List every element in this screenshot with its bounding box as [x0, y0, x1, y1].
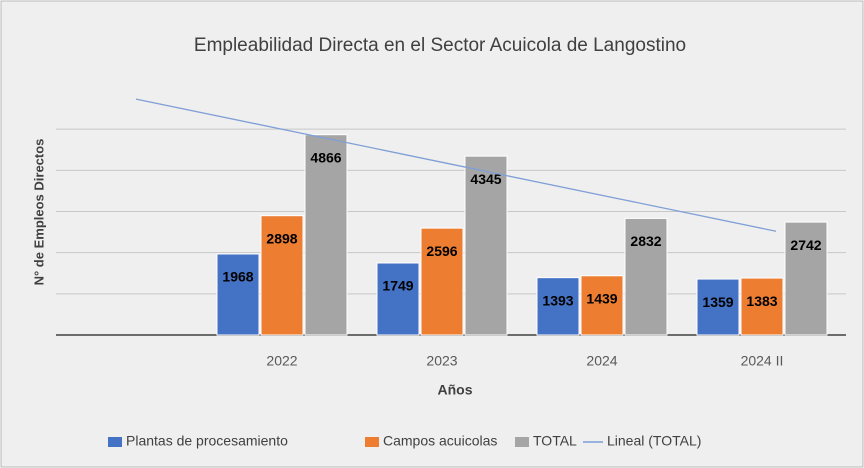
bar	[740, 277, 784, 336]
bar	[376, 262, 420, 336]
data-label: 4345	[470, 171, 501, 187]
legend-swatch	[515, 437, 529, 447]
bar	[304, 134, 348, 336]
bar	[784, 221, 828, 336]
legend-label: Plantas de procesamiento	[126, 433, 288, 449]
bar	[696, 278, 740, 336]
data-label: 1749	[382, 278, 413, 294]
x-tick-label: 2024 II	[741, 353, 784, 369]
x-axis-label: Años	[438, 382, 473, 398]
bar	[464, 155, 508, 336]
legend-label: Lineal (TOTAL)	[607, 433, 701, 449]
bar	[536, 277, 580, 336]
legend-label: Campos acuicolas	[383, 433, 497, 449]
bar	[624, 217, 668, 336]
data-label: 1383	[746, 293, 777, 309]
x-tick-label: 2023	[426, 353, 457, 369]
data-label: 1359	[702, 294, 733, 310]
legend-swatch	[108, 437, 122, 447]
data-label: 2742	[790, 237, 821, 253]
data-label: 2596	[426, 243, 457, 259]
chart-title: Empleabilidad Directa en el Sector Acuic…	[194, 35, 686, 56]
y-axis-label: N° de Empleos Directos	[31, 139, 46, 286]
data-label: 1968	[222, 269, 253, 285]
bar	[260, 215, 304, 336]
trend-line	[135, 98, 777, 232]
bar	[580, 275, 624, 336]
data-label: 2898	[266, 230, 297, 246]
legend-label: TOTAL	[533, 433, 577, 449]
bar	[420, 227, 464, 336]
bar	[216, 253, 260, 336]
data-label: 4866	[310, 149, 341, 165]
x-tick-label: 2024	[586, 353, 617, 369]
x-tick-label: 2022	[266, 353, 297, 369]
legend-swatch	[365, 437, 379, 447]
data-label: 1393	[542, 292, 573, 308]
data-label: 1439	[586, 290, 617, 306]
data-label: 2832	[630, 233, 661, 249]
